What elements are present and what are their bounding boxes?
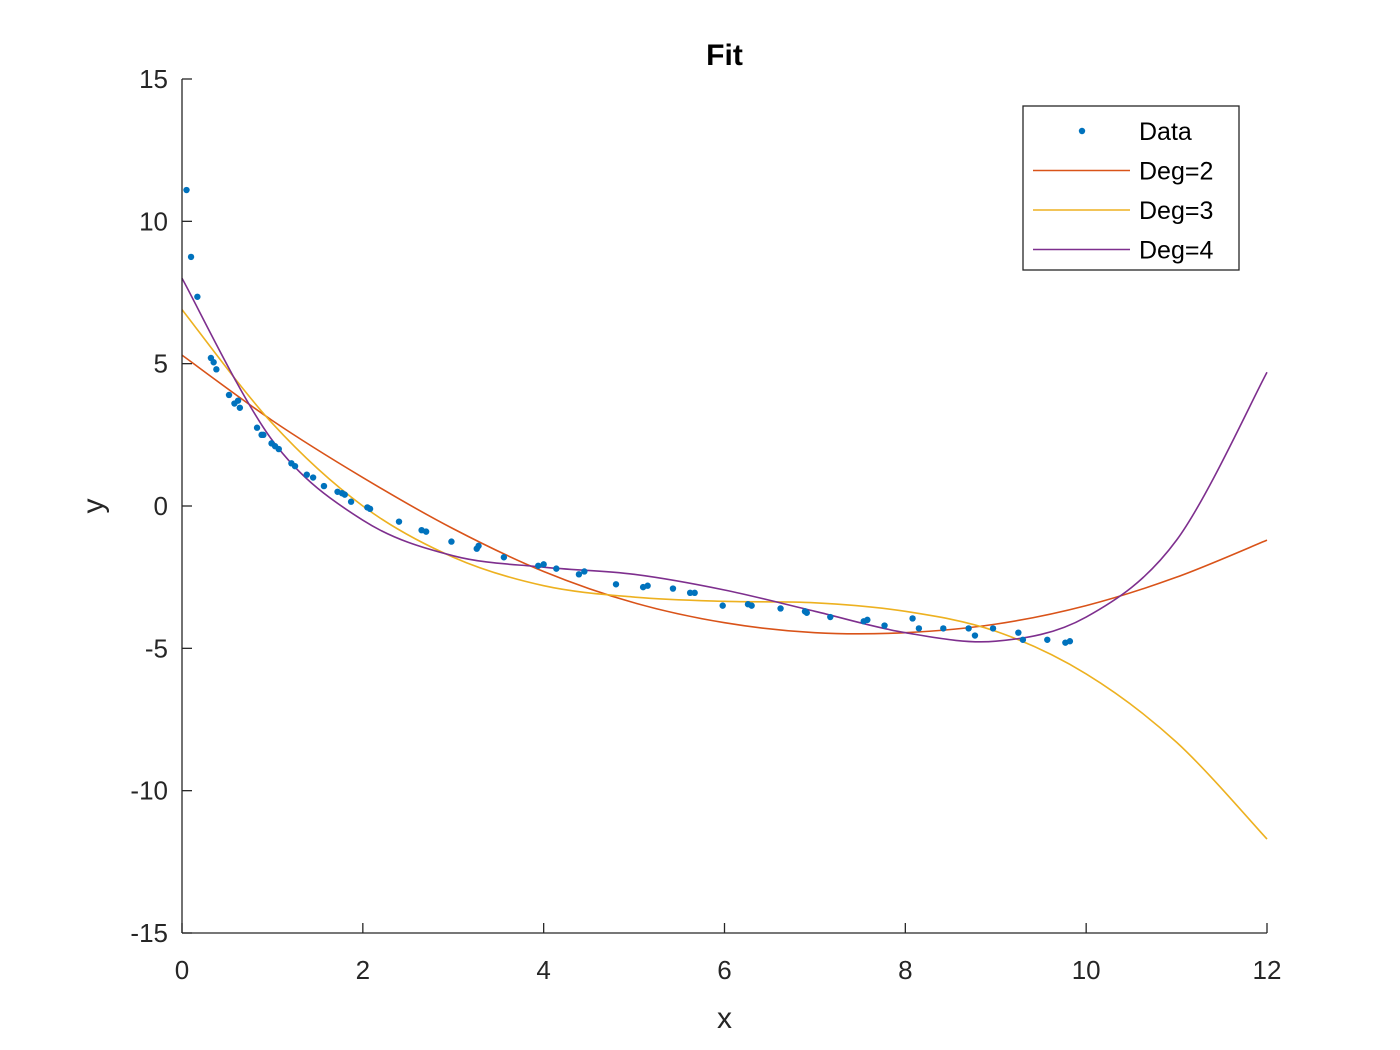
data-point bbox=[827, 613, 834, 621]
y-tick-label: 10 bbox=[139, 206, 168, 236]
data-point bbox=[940, 625, 947, 632]
y-tick-label: 5 bbox=[154, 349, 168, 379]
data-point bbox=[341, 491, 348, 498]
data-point bbox=[309, 474, 317, 481]
legend-box bbox=[1022, 105, 1240, 271]
data-point bbox=[686, 589, 694, 597]
data-point bbox=[612, 581, 620, 588]
data-point bbox=[553, 565, 560, 572]
data-point bbox=[210, 359, 217, 366]
data-point bbox=[535, 562, 542, 569]
data-point bbox=[213, 366, 220, 373]
data-point bbox=[187, 253, 195, 261]
y-axis-label: y bbox=[77, 499, 110, 514]
data-point bbox=[644, 582, 651, 589]
data-point bbox=[1019, 636, 1027, 643]
legend-label-data: Data bbox=[1139, 118, 1192, 146]
data-point bbox=[909, 615, 916, 622]
data-point bbox=[581, 568, 588, 575]
x-tick-label: 4 bbox=[536, 955, 550, 985]
series-line-deg-2 bbox=[181, 354, 1268, 635]
y-tick-label: -10 bbox=[130, 776, 168, 806]
data-point bbox=[260, 431, 267, 439]
x-tick-label: 0 bbox=[175, 955, 189, 985]
data-point bbox=[1015, 629, 1022, 636]
data-point bbox=[691, 589, 698, 597]
legend-swatch-data bbox=[1078, 127, 1086, 135]
data-point bbox=[575, 571, 583, 578]
x-tick-label: 8 bbox=[898, 955, 912, 985]
data-point bbox=[395, 518, 403, 525]
data-point bbox=[183, 186, 190, 194]
y-tick-label: 15 bbox=[139, 64, 168, 94]
data-point bbox=[291, 462, 299, 470]
data-point bbox=[777, 605, 784, 612]
x-tick-label: 6 bbox=[717, 955, 731, 985]
data-point bbox=[475, 542, 482, 550]
legend-label-deg-2: Deg=2 bbox=[1139, 158, 1213, 186]
data-point bbox=[989, 625, 997, 632]
data-point bbox=[275, 445, 282, 453]
data-point bbox=[253, 424, 261, 431]
x-tick-label: 2 bbox=[356, 955, 370, 985]
y-tick-label: -5 bbox=[145, 633, 168, 663]
data-point bbox=[234, 397, 242, 404]
y-tick-label: 0 bbox=[154, 491, 168, 521]
data-point bbox=[1044, 636, 1051, 643]
legend-label-deg-3: Deg=3 bbox=[1139, 197, 1213, 225]
y-tick-label: -15 bbox=[130, 918, 168, 948]
data-point bbox=[971, 632, 979, 639]
chart-title: Fit bbox=[706, 39, 743, 72]
legend: Data Deg=2 Deg=3 Deg=4 bbox=[1022, 105, 1240, 271]
legend-label-deg-4: Deg=4 bbox=[1139, 237, 1213, 265]
x-tick-label: 10 bbox=[1072, 955, 1101, 985]
series-line-deg-4 bbox=[181, 277, 1268, 643]
data-point bbox=[864, 616, 871, 624]
data-point bbox=[236, 404, 244, 411]
data-point bbox=[347, 498, 355, 505]
data-point bbox=[448, 538, 455, 545]
data-point bbox=[748, 602, 755, 609]
data-point bbox=[320, 482, 328, 490]
data-point bbox=[422, 528, 430, 535]
plot-points bbox=[183, 186, 1074, 646]
data-point bbox=[803, 609, 810, 616]
data-point bbox=[303, 471, 310, 478]
x-tick-label: 12 bbox=[1253, 955, 1282, 985]
data-point bbox=[366, 505, 374, 513]
data-point bbox=[719, 602, 726, 609]
data-point bbox=[540, 561, 547, 568]
x-axis-label: x bbox=[717, 1002, 732, 1035]
data-point bbox=[194, 293, 201, 300]
data-point bbox=[225, 391, 233, 399]
data-point bbox=[881, 622, 888, 629]
data-point bbox=[1066, 638, 1074, 645]
data-point bbox=[965, 625, 972, 632]
data-point bbox=[500, 554, 508, 561]
ticks: 0 2 4 6 8 10 12 -15 -10 -5 0 5 10 15 bbox=[130, 64, 1281, 985]
data-point bbox=[669, 585, 677, 592]
data-point bbox=[915, 625, 923, 632]
